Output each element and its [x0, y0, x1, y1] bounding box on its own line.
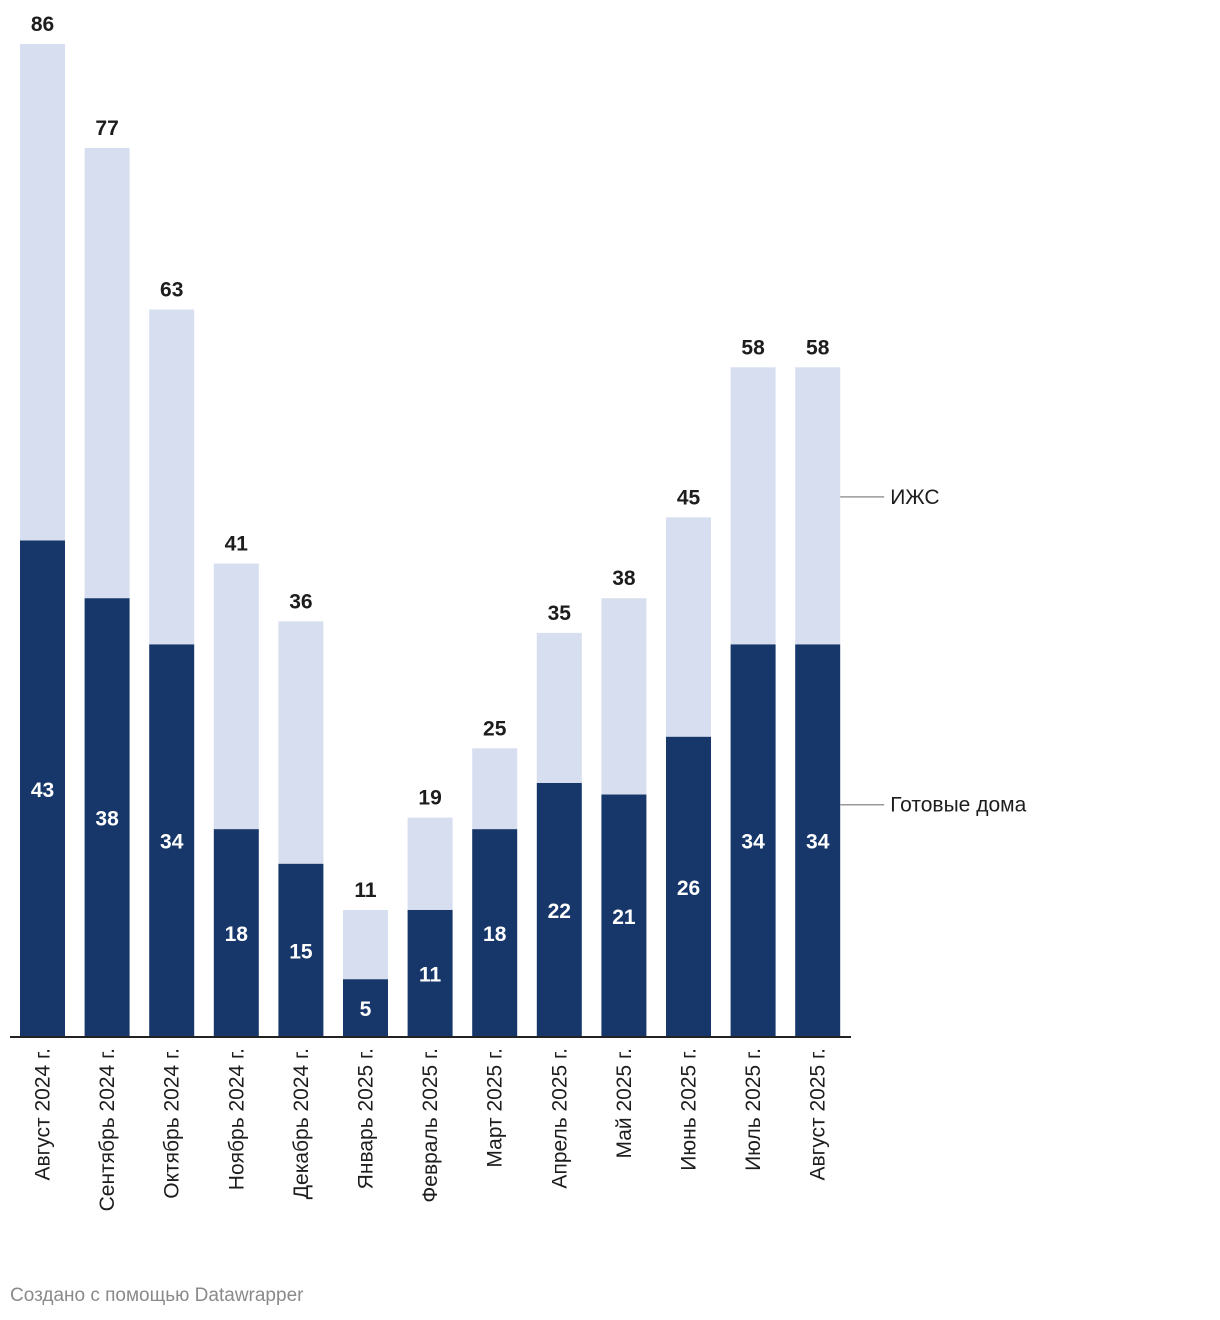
bar-total-label: 58	[806, 336, 830, 359]
bar-segment-izhs	[149, 309, 195, 645]
bar-segment-izhs	[407, 817, 453, 910]
bar-segment-ready-homes	[601, 794, 647, 1037]
bar-total-label: 86	[31, 13, 54, 36]
x-tick-label: Май 2025 г.	[613, 1048, 636, 1158]
bar-value-label: 18	[225, 923, 249, 946]
bar-total-label: 36	[289, 590, 312, 613]
bar-value-label: 18	[483, 923, 507, 946]
bar-segment-izhs	[601, 598, 647, 795]
bar-total-label: 58	[741, 336, 765, 359]
x-tick-label: Ноябрь 2024 г.	[225, 1048, 248, 1190]
bar-segment-izhs	[730, 367, 776, 645]
x-tick-label: Декабрь 2024 г.	[290, 1048, 313, 1199]
legend-label-ready-homes: Готовые дома	[890, 794, 1026, 817]
bar-value-label: 15	[289, 940, 313, 963]
bar-segment-ready-homes	[472, 829, 518, 1037]
bar-segment-izhs	[278, 621, 324, 864]
bar-segment-izhs	[213, 563, 259, 830]
bar-segment-izhs	[20, 44, 65, 541]
bar-segment-izhs	[536, 632, 582, 783]
x-tick-label: Сентябрь 2024 г.	[96, 1048, 119, 1211]
bar-segment-ready-homes	[536, 782, 582, 1037]
bar-segment-ready-homes	[407, 909, 453, 1037]
bar-segment-izhs	[472, 748, 518, 830]
bar-segment-ready-homes	[666, 736, 711, 1037]
bar-segment-ready-homes	[213, 829, 259, 1037]
bar-segment-ready-homes	[149, 644, 195, 1037]
bar-total-label: 25	[483, 717, 507, 740]
x-tick-label: Апрель 2025 г.	[548, 1048, 571, 1189]
x-tick-label: Март 2025 г.	[484, 1048, 507, 1168]
bar-total-label: 38	[612, 567, 636, 590]
bar-value-label: 34	[806, 831, 830, 854]
bar-value-label: 21	[612, 906, 636, 929]
bar-total-label: 41	[225, 533, 249, 556]
bar-total-label: 77	[95, 117, 118, 140]
bar-total-label: 63	[160, 279, 183, 302]
bar-segment-izhs	[795, 367, 841, 645]
bar-value-label: 26	[677, 877, 700, 900]
x-tick-label: Июнь 2025 г.	[678, 1048, 701, 1171]
bar-value-label: 43	[31, 779, 54, 802]
bar-segment-ready-homes	[84, 598, 130, 1037]
bar-segment-izhs	[666, 517, 711, 737]
legend-label-izhs: ИЖС	[890, 486, 939, 509]
bar-value-label: 38	[95, 808, 119, 831]
bar-value-label: 34	[741, 831, 765, 854]
bar-segment-ready-homes	[795, 644, 841, 1037]
bar-segment-ready-homes	[278, 863, 324, 1037]
bar-segment-izhs	[84, 147, 130, 599]
bar-segment-izhs	[343, 909, 388, 980]
x-tick-label: Январь 2025 г.	[355, 1048, 378, 1189]
x-tick-label: Август 2025 г.	[807, 1048, 830, 1181]
bar-total-label: 19	[418, 787, 441, 810]
x-tick-label: Июль 2025 г.	[742, 1048, 765, 1171]
bar-value-label: 5	[360, 998, 372, 1021]
x-tick-label: Август 2024 г.	[32, 1048, 55, 1181]
bar-total-label: 45	[677, 486, 701, 509]
bar-total-label: 35	[548, 602, 572, 625]
bar-segment-ready-homes	[20, 540, 65, 1037]
x-tick-label: Февраль 2025 г.	[419, 1048, 442, 1203]
bar-segment-ready-homes	[730, 644, 776, 1037]
bar-segment-ready-homes	[343, 979, 388, 1037]
bar-value-label: 22	[548, 900, 571, 923]
bar-total-label: 11	[354, 879, 377, 902]
bar-value-label: 11	[419, 963, 442, 986]
x-tick-label: Октябрь 2024 г.	[161, 1048, 184, 1199]
bar-value-label: 34	[160, 831, 184, 854]
footer-credit: Создано с помощью Datawrapper	[10, 1285, 304, 1306]
